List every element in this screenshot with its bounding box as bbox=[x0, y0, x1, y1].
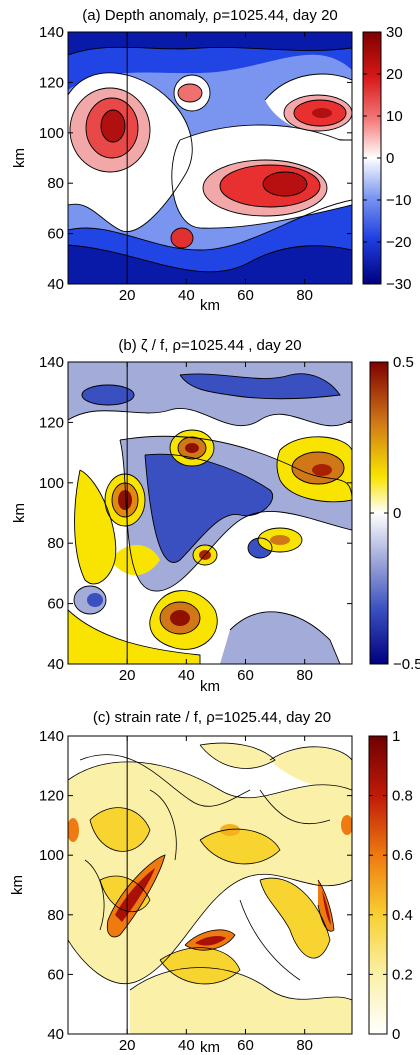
panel-a-title: (a) Depth anomaly, ρ=1025.44, day 20 bbox=[82, 7, 338, 24]
panel-a-high-bottom bbox=[171, 228, 193, 248]
panel-b-field bbox=[68, 362, 352, 664]
panel-b-colorbar-label: 0.5 bbox=[393, 354, 414, 371]
panel-b-xtick-label: 80 bbox=[296, 667, 313, 684]
panel-a-frame bbox=[67, 31, 353, 285]
panel-c-xtick-label: 40 bbox=[178, 1037, 195, 1054]
panel-a-colorbar-label: −30 bbox=[386, 276, 411, 293]
panel-b-ytick-label: 60 bbox=[47, 596, 64, 613]
panel-b: (b) ζ / f, ρ=1025.44 , day 20 bbox=[11, 337, 420, 695]
panel-c-xtick-label: 80 bbox=[296, 1037, 313, 1054]
panel-c-ytick-label: 120 bbox=[39, 788, 64, 805]
panel-b-colorbar-label: 0 bbox=[393, 505, 401, 522]
panel-c-ytick-label: 100 bbox=[39, 847, 64, 864]
panel-c-colorbar bbox=[368, 735, 388, 1035]
panel-c-title: (c) strain rate / f, ρ=1025.44, day 20 bbox=[93, 709, 331, 726]
panel-c-ytick-label: 80 bbox=[47, 907, 64, 924]
panel-a-high-small bbox=[178, 84, 202, 102]
panel-c-xlabel: km bbox=[200, 1039, 220, 1055]
panel-b-title: (b) ζ / f, ρ=1025.44 , day 20 bbox=[118, 337, 301, 354]
panel-b-ylabel: km bbox=[11, 503, 28, 523]
panel-c-ytick-label: 60 bbox=[47, 966, 64, 983]
panel-c-ylabel: km bbox=[9, 875, 26, 895]
panel-c-colorbar-label: 0.6 bbox=[392, 847, 413, 864]
panel-a: (a) Depth anomaly, ρ=1025.44, day 20 bbox=[11, 7, 411, 314]
panel-a-xlabel: km bbox=[200, 297, 220, 314]
panel-c-ytick-label: 140 bbox=[39, 728, 64, 745]
panel-a-ytick-label: 80 bbox=[47, 175, 64, 192]
panel-a-xtick-label: 40 bbox=[178, 287, 195, 304]
panel-c-colorbar-label: 0.4 bbox=[392, 907, 413, 924]
panel-a-xtick-label: 60 bbox=[237, 287, 254, 304]
panel-a-colorbar-label: 30 bbox=[386, 24, 403, 41]
panel-c-ytick-label: 40 bbox=[47, 1026, 64, 1043]
panel-b-xtick-label: 20 bbox=[119, 667, 136, 684]
panel-a-colorbar-label: 10 bbox=[386, 108, 403, 125]
panel-a-colorbar-label: 0 bbox=[386, 150, 394, 167]
panel-c-frame bbox=[67, 735, 353, 1035]
panel-c-colorbar-label: 0 bbox=[392, 1026, 400, 1043]
panel-c: (c) strain rate / f, ρ=1025.44, day 20 bbox=[9, 709, 413, 1055]
panel-b-ytick-label: 100 bbox=[39, 475, 64, 492]
panel-a-colorbar-label: −20 bbox=[386, 234, 411, 251]
panel-a-xtick-label: 20 bbox=[119, 287, 136, 304]
panel-b-ytick-label: 120 bbox=[39, 414, 64, 431]
panel-c-xtick-label: 60 bbox=[237, 1037, 254, 1054]
panel-c-xtick-label: 20 bbox=[119, 1037, 136, 1054]
panel-c-high-5 bbox=[341, 815, 352, 835]
panel-b-ytick-label: 40 bbox=[47, 656, 64, 673]
panel-c-colorbar-label: 1 bbox=[392, 728, 400, 745]
panel-a-colorbar-label: −10 bbox=[386, 192, 411, 209]
panel-b-ytick-label: 140 bbox=[39, 354, 64, 371]
panel-a-ytick-label: 120 bbox=[39, 74, 64, 91]
panel-a-ytick-label: 60 bbox=[47, 226, 64, 243]
panel-a-ytick-label: 140 bbox=[39, 24, 64, 41]
panel-b-xlabel: km bbox=[200, 678, 220, 695]
panel-a-ylabel: km bbox=[11, 148, 28, 168]
panel-b-xtick-label: 60 bbox=[237, 667, 254, 684]
panel-c-high-4 bbox=[68, 818, 79, 842]
panel-c-field bbox=[68, 736, 352, 1034]
panel-c-colorbar-label: 0.8 bbox=[392, 788, 413, 805]
panel-a-colorbar-label: 20 bbox=[386, 66, 403, 83]
panel-b-ytick-label: 80 bbox=[47, 535, 64, 552]
panel-b-frame bbox=[67, 361, 353, 665]
panel-a-field bbox=[68, 32, 352, 284]
panel-c-colorbar-label: 0.2 bbox=[392, 966, 413, 983]
panel-b-xtick-label: 40 bbox=[178, 667, 195, 684]
panel-a-ytick-label: 100 bbox=[39, 125, 64, 142]
panel-b-colorbar-label: −0.5 bbox=[393, 656, 420, 673]
panel-a-ytick-label: 40 bbox=[47, 276, 64, 293]
panel-a-xtick-label: 80 bbox=[296, 287, 313, 304]
